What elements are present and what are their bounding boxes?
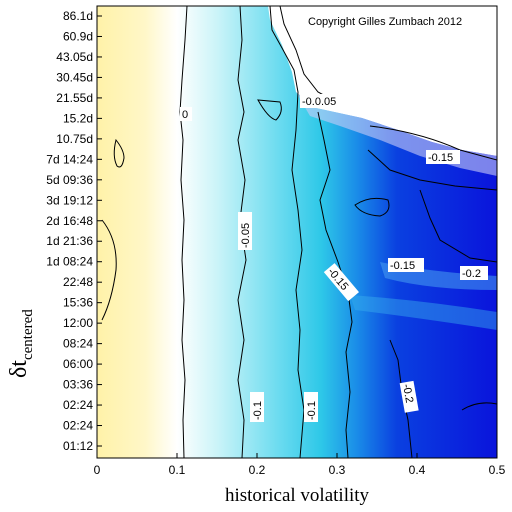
x-tick-label: 0: [94, 463, 101, 477]
contour-line-neg02-d: [461, 402, 497, 411]
x-axis: 0 0.1 0.2 0.3 0.4 0.5: [94, 453, 506, 477]
x-axis-label: historical volatility: [225, 485, 370, 506]
contour-label: -0.1: [304, 392, 318, 422]
plot-frame: [96, 5, 498, 459]
y-tick-label: 12:00: [63, 316, 93, 330]
y-tick-label: 02:24: [63, 398, 93, 412]
contour-line-0-loop: [113, 138, 125, 168]
y-axis-label: δtcentered: [6, 309, 36, 378]
y-tick-label: 15.2d: [63, 111, 93, 125]
svg-text:0: 0: [182, 109, 188, 121]
y-axis-label-main: δt: [6, 360, 32, 378]
x-tick-label: 0.4: [409, 463, 426, 477]
contour-line-neg01-main: [269, 6, 305, 458]
contour-line-neg015-b: [367, 149, 497, 191]
y-axis-label-sub: centered: [20, 309, 36, 360]
y-tick-label: 3d 19:12: [46, 193, 93, 207]
svg-text:-0.1: -0.1: [306, 401, 318, 420]
x-tick-label: 0.2: [249, 463, 266, 477]
y-tick-label: 10.75d: [56, 132, 93, 146]
y-tick-label: 21.55d: [56, 91, 93, 105]
contour-label: 0: [180, 107, 192, 121]
contour-label: -0.1: [250, 392, 264, 422]
svg-text:-0.2: -0.2: [400, 383, 415, 404]
y-tick-label: 60.9d: [63, 29, 93, 43]
plot-area: -0.0.05 -0.15 0 -0.05 -0.15 -0.15 -0.2: [97, 6, 497, 458]
contour-label: -0.2: [399, 380, 419, 413]
contour-label: -0.0.05: [300, 94, 350, 108]
contour-label: -0.2: [460, 266, 488, 280]
svg-text:δtcentered: δtcentered: [6, 309, 36, 378]
contour-line-neg01: [257, 99, 282, 121]
y-tick-label: 1d 21:36: [46, 234, 93, 248]
svg-text:-0.2: -0.2: [462, 268, 481, 280]
y-tick-label: 30.45d: [56, 70, 93, 84]
copyright-text: Copyright Gilles Zumbach 2012: [308, 16, 462, 28]
y-tick-label: 5d 09:36: [46, 173, 93, 187]
contour-line-neg02-e: [369, 125, 497, 161]
y-tick-label: 02:24: [63, 419, 93, 433]
y-tick-label: 03:36: [63, 378, 93, 392]
svg-text:-0.0.05: -0.0.05: [302, 96, 336, 108]
y-tick-label: 86.1d: [63, 9, 93, 23]
y-tick-label: 43.05d: [56, 50, 93, 64]
light-streak: [350, 295, 497, 330]
x-tick-label: 0.1: [169, 463, 186, 477]
y-axis: 86.1d 60.9d 43.05d 30.45d 21.55d 15.2d 10.75d 7…: [46, 9, 102, 453]
svg-text:-0.15: -0.15: [428, 152, 453, 164]
contour-label: -0.05: [238, 212, 252, 250]
y-tick-label: 22:48: [63, 275, 93, 289]
contour-line-0: [179, 6, 188, 458]
svg-text:-0.15: -0.15: [390, 260, 415, 272]
x-tick-label: 0.5: [489, 463, 506, 477]
contour-label: -0.15: [388, 258, 424, 272]
contour-line-neg02: [419, 189, 497, 263]
no-data-region: [268, 6, 497, 156]
svg-text:-0.05: -0.05: [240, 223, 252, 248]
y-tick-label: 01:12: [63, 439, 93, 453]
contour-label: -0.15: [426, 150, 460, 164]
svg-text:-0.1: -0.1: [252, 401, 264, 420]
y-tick-label: 15:36: [63, 296, 93, 310]
y-tick-label: 06:00: [63, 357, 93, 371]
y-tick-label: 1d 08:24: [46, 255, 93, 269]
contour-line-neg02-b: [354, 197, 390, 217]
y-tick-label: 2d 16:48: [46, 214, 93, 228]
contour-line-0-lower: [101, 219, 117, 321]
y-tick-label: 08:24: [63, 337, 93, 351]
y-tick-label: 7d 14:24: [46, 152, 93, 166]
x-tick-label: 0.3: [329, 463, 346, 477]
